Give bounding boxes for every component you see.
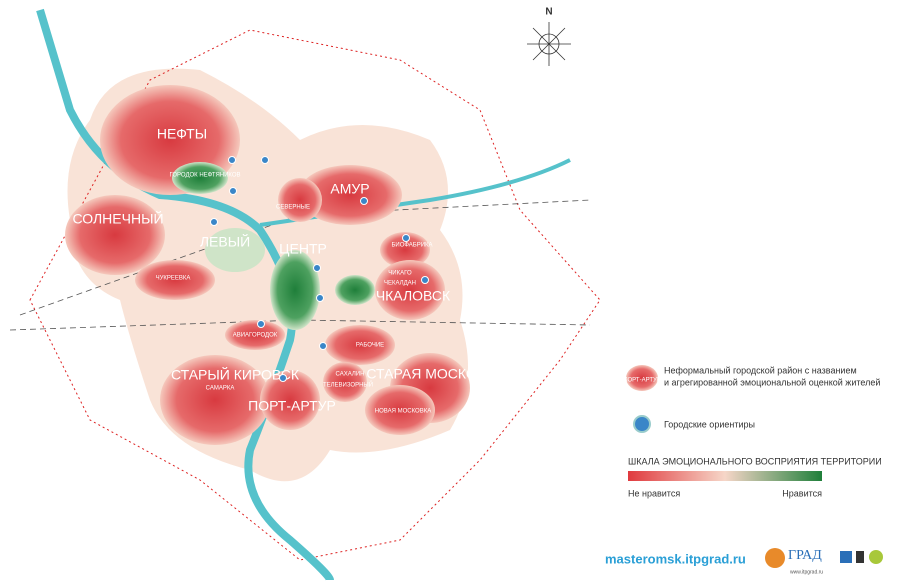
footer-url: masteromsk.itpgrad.ru (605, 551, 746, 566)
district-label: ПОРТ-АРТУР (248, 398, 336, 414)
legend: ПОРТ-АРТУР Неформальный городской район … (623, 365, 882, 498)
district-label: ГОРОДОК НЕФТЯНИКОВ (169, 173, 240, 179)
district-labels: НЕФТЫ ГОРОДОК НЕФТЯНИКОВ АМУР СЕВЕРНЫЕ С… (72, 126, 504, 415)
district-label: ТЕЛЕВИЗОРНЫЙ (323, 381, 373, 389)
district-label: ЛЕВЫЙ (200, 233, 250, 250)
scale-max: Нравится (782, 488, 822, 498)
district-label: СТАРЫЙ КИРОВСК (171, 366, 300, 383)
compass: N (527, 7, 571, 66)
legend-text: Городские ориентиры (664, 419, 755, 429)
district-label: РАБОЧИЕ (356, 343, 384, 349)
legend-text: и агрегированной эмоциональной оценкой ж… (664, 377, 880, 387)
district-label: НОВАЯ МОСКОВКА (375, 409, 431, 415)
landmarks (210, 156, 429, 382)
district-label: САМАРКА (206, 386, 235, 392)
district-label: СЕВЕРНЫЕ (276, 205, 310, 211)
district-label: ЦЕНТР (279, 241, 327, 257)
district-label: СОЛНЕЧНЫЙ (72, 210, 163, 227)
district-label: ЧЕКАЛДАН (384, 281, 416, 287)
district-label: СТАРАЯ МОСКОВКА (366, 366, 504, 382)
logo: ГРАД (788, 548, 822, 563)
compass-label: N (545, 7, 552, 18)
district-label: ЧУКРЕЕВКА (156, 276, 191, 282)
legend-text: Неформальный городской район с названием (664, 365, 857, 375)
scale-title: ШКАЛА ЭМОЦИОНАЛЬНОГО ВОСПРИЯТИЯ ТЕРРИТОР… (628, 456, 882, 466)
district-label: САХАЛИН (336, 372, 365, 378)
district-label: БИОФАБРИКА (391, 243, 432, 249)
logo-url: www.itpgrad.ru (790, 569, 823, 575)
district-label: ЧИКАГО (388, 271, 412, 277)
district-label: АВИАГОРОДОК (233, 333, 278, 339)
footer: masteromsk.itpgrad.ru ГРАД www.itpgrad.r… (605, 548, 883, 575)
district-label: НЕФТЫ (157, 126, 207, 142)
district-label: ЧКАЛОВСК (376, 288, 451, 304)
legend-sample: ПОРТ-АРТУР (623, 378, 661, 384)
district-blobs (65, 85, 470, 445)
district-label: АМУР (330, 181, 369, 197)
scale-min: Не нравится (628, 488, 680, 498)
